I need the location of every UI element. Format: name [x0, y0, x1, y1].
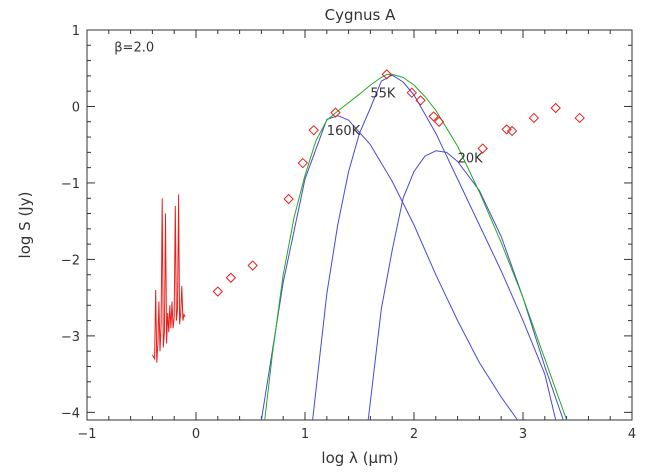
y-tick-label: −2 — [61, 253, 80, 268]
data-point — [406, 87, 418, 98]
data-point — [212, 286, 224, 297]
x-tick-label: 2 — [410, 427, 418, 442]
data-point — [550, 102, 561, 114]
chart-title: Cygnus A — [325, 6, 396, 24]
data-point — [415, 95, 426, 106]
x-tick-label: 3 — [519, 427, 527, 442]
data-point — [501, 124, 512, 135]
plot-frame — [86, 29, 633, 421]
x-axis-label: log λ (μm) — [321, 449, 398, 467]
data-point — [477, 143, 488, 154]
data-point — [381, 69, 392, 80]
total-model-line — [264, 73, 568, 421]
data-point — [428, 111, 439, 122]
model-curves — [260, 73, 568, 421]
data-point — [297, 157, 309, 169]
y-tick-label: 0 — [72, 100, 80, 115]
title-group: Cygnus A — [325, 6, 396, 24]
x-tick-label: 4 — [628, 427, 636, 442]
x-tick-label: 0 — [192, 427, 200, 442]
data-point — [283, 193, 294, 205]
x-axis-label-group: log λ (μm) — [321, 449, 398, 467]
component-line-55k — [312, 74, 557, 421]
annotation-label: 20K — [458, 151, 484, 166]
x-tick-label: 1 — [301, 427, 309, 442]
x-tick-label: −1 — [77, 427, 96, 442]
annotation-label: β=2.0 — [114, 40, 154, 55]
spectrum-line — [151, 194, 186, 363]
y-axis-label: log S (Jy) — [16, 192, 34, 259]
y-axis-label-group: log S (Jy) — [16, 192, 34, 259]
annotations: β=2.0 55K 160K 20K — [114, 40, 483, 166]
y-tick-label: −4 — [61, 406, 80, 421]
data-point — [506, 125, 518, 137]
annotation-label: 55K — [370, 86, 396, 101]
component-line-160k — [260, 115, 518, 421]
data-point — [574, 112, 585, 124]
y-tick-label: −3 — [61, 330, 80, 345]
y-tick-label: 1 — [72, 24, 80, 39]
data-point — [433, 116, 445, 127]
data-point — [247, 260, 258, 271]
data-point — [330, 107, 341, 118]
annotation-label: 160K — [327, 124, 361, 139]
data-point — [528, 112, 540, 124]
data-point — [225, 272, 237, 283]
y-tick-label: −1 — [61, 177, 80, 192]
ticks: −1 0 1 2 3 4 −4 −3 −2 −1 0 1 — [61, 24, 636, 442]
spectrum — [151, 194, 186, 363]
data-points — [212, 69, 585, 297]
data-point — [308, 124, 319, 136]
